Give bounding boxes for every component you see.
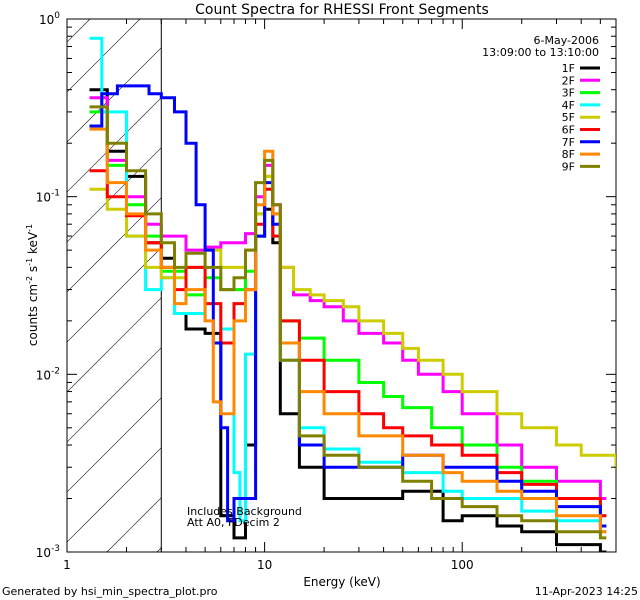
legend-label: 2F xyxy=(562,74,575,87)
legend-label: 7F xyxy=(562,136,575,149)
hatch-line xyxy=(67,197,162,293)
legend-label: 5F xyxy=(562,111,575,124)
y-tick-label: 10-2 xyxy=(36,366,60,382)
footer-timestamp: 11-Apr-2023 14:25 xyxy=(535,585,638,598)
series-line-6F xyxy=(89,169,607,518)
y-label-part: keV xyxy=(26,231,40,258)
hatch-line xyxy=(67,97,162,193)
time-range-label: 13:09:00 to 13:10:00 xyxy=(482,46,599,59)
series-line-2F xyxy=(89,96,607,500)
annotation-background: Includes Background xyxy=(187,505,302,518)
y-label-exp: -1 xyxy=(25,224,34,232)
series-group xyxy=(89,36,616,552)
x-tick-label: 1 xyxy=(63,558,71,572)
y-axis-label: counts cm-2 s-1 keV-1 xyxy=(25,224,40,346)
x-tick-label: 10 xyxy=(257,558,272,572)
x-axis-label: Energy (keV) xyxy=(303,575,380,589)
chart-title: Count Spectra for RHESSI Front Segments xyxy=(195,2,489,18)
y-tick-label: 10-3 xyxy=(36,544,60,560)
y-tick-label: 10-1 xyxy=(36,189,60,205)
annotation-attenuator: Att A0, FDecim 2 xyxy=(187,516,280,529)
hatch-line xyxy=(67,19,91,43)
series-line-4F xyxy=(89,36,607,534)
series-line-9F xyxy=(89,105,607,540)
hatch-line xyxy=(67,19,141,93)
legend-label: 8F xyxy=(562,148,575,161)
legend-label: 6F xyxy=(562,124,575,137)
hatch-line xyxy=(67,397,162,493)
y-label-part: counts cm xyxy=(26,284,40,346)
legend-label: 1F xyxy=(562,62,575,75)
x-tick-label: 100 xyxy=(451,558,474,572)
legend-label: 4F xyxy=(562,99,575,112)
date-label: 6-May-2006 xyxy=(534,34,599,47)
y-tick-label: 100 xyxy=(39,11,60,27)
axis-ticks: 1 10 100 100 10-1 10-2 10-3 xyxy=(36,11,617,572)
y-label-exp: -2 xyxy=(25,276,34,284)
series-line-8F xyxy=(89,127,607,534)
legend-label: 3F xyxy=(562,87,575,100)
hatch-line xyxy=(67,447,162,543)
plot-frame xyxy=(66,18,617,553)
footer-generated-by: Generated by hsi_min_spectra_plot.pro xyxy=(2,585,218,598)
y-label-part: s xyxy=(26,266,40,276)
hatch-line xyxy=(67,247,162,343)
series-line-7F xyxy=(89,84,607,528)
y-label-exp: -1 xyxy=(25,258,34,266)
legend-label: 9F xyxy=(562,160,575,173)
